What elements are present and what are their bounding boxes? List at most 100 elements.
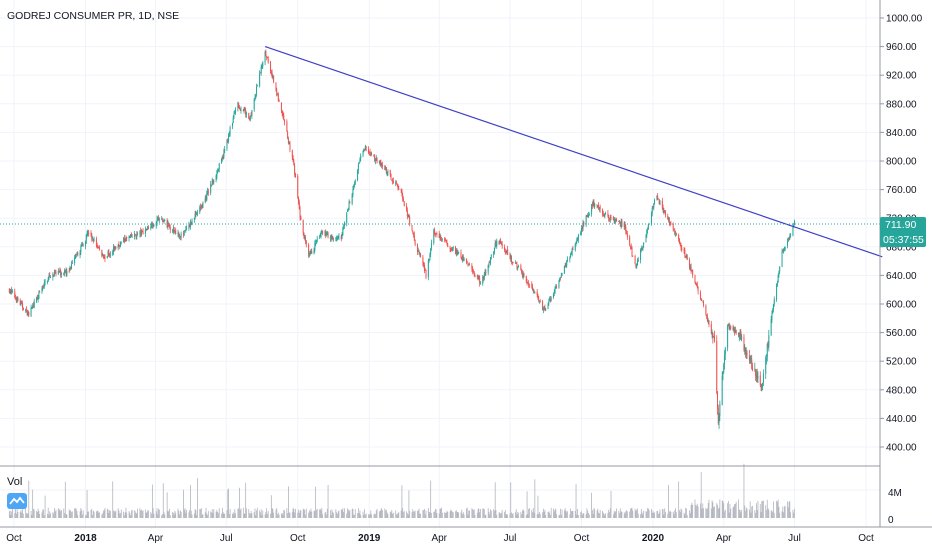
candle-body (444, 239, 446, 241)
volume-bar (75, 508, 76, 518)
candle-body (730, 326, 732, 329)
volume-bar (772, 512, 774, 518)
candle-body (260, 66, 262, 74)
candle-body (751, 359, 753, 369)
volume-bar (577, 515, 579, 518)
candle-body (343, 222, 345, 227)
volume-bar (485, 514, 487, 518)
volume-bar (210, 511, 212, 518)
volume-bar (81, 509, 83, 518)
volume-bar (228, 488, 229, 518)
volume-bar (428, 511, 430, 518)
volume-bar (30, 510, 32, 518)
volume-bar (429, 512, 431, 518)
volume-bar (743, 463, 745, 518)
volume-bar (90, 510, 92, 518)
volume-bar (109, 510, 111, 518)
candle-body (696, 283, 698, 286)
candle-body (231, 122, 233, 127)
volume-bar (87, 511, 89, 518)
volume-bar (461, 509, 463, 518)
candle-body (168, 225, 170, 227)
candle-body (297, 176, 299, 197)
candle-body (746, 353, 748, 355)
candle-body (790, 235, 792, 236)
volume-bar (735, 503, 736, 518)
volume-bar (616, 508, 617, 518)
volume-bar (259, 510, 261, 518)
candle-body (359, 158, 361, 163)
price-axis-tick: 520.00 (886, 357, 917, 368)
volume-bar (675, 508, 676, 518)
candle-body (510, 256, 512, 259)
volume-bar (686, 514, 688, 518)
candle-body (134, 234, 136, 236)
volume-bar (738, 499, 739, 518)
volume-bar (560, 514, 562, 518)
volume-bar (267, 513, 268, 518)
candle-body (49, 275, 51, 277)
candle-body (490, 257, 492, 264)
volume-bar (190, 485, 191, 518)
volume-bar (202, 513, 204, 518)
volume-bar (700, 503, 701, 518)
chart-title: GODREJ CONSUMER PR, 1D, NSE (7, 10, 179, 22)
candle-body (36, 297, 38, 299)
volume-bar (98, 512, 100, 518)
candle-body (583, 222, 585, 225)
candle-body (596, 204, 598, 206)
candle-body (336, 238, 338, 240)
trendline[interactable] (264, 46, 883, 258)
volume-bar (678, 481, 680, 518)
volume-bar (604, 515, 606, 518)
tradingview-logo-icon[interactable] (7, 493, 27, 509)
candle-body (118, 244, 120, 246)
volume-bar (275, 509, 277, 518)
volume-bar (38, 511, 40, 518)
candle-body (455, 247, 457, 255)
volume-bar (767, 508, 769, 518)
candle-body (565, 264, 567, 267)
volume-bar (460, 512, 462, 518)
volume-bar (612, 514, 614, 518)
volume-bar (594, 509, 596, 518)
volume-bar (341, 510, 343, 518)
candle-body (603, 214, 605, 217)
volume-bar (441, 507, 442, 518)
candle-body (37, 298, 39, 300)
volume-bar (717, 508, 719, 518)
bar-countdown: 05:37:55 (883, 234, 924, 246)
volume-bar (665, 511, 666, 518)
volume-bar (684, 514, 686, 518)
candle-body (664, 210, 666, 212)
volume-bar (455, 511, 456, 518)
candle-body (756, 373, 758, 379)
candle-body (441, 238, 443, 240)
candle-body (465, 258, 467, 262)
volume-bar (467, 514, 469, 518)
volume-bar (474, 514, 476, 518)
volume-bar (248, 509, 250, 518)
volume-bar (466, 508, 467, 518)
volume-bar (669, 510, 671, 518)
volume-bar (28, 480, 30, 518)
candle-body (396, 183, 398, 185)
candle-body (156, 218, 158, 224)
candle-body (754, 368, 756, 371)
volume-bar (347, 509, 349, 518)
volume-bar (494, 482, 496, 518)
volume-bar (752, 505, 753, 518)
candle-body (572, 249, 574, 250)
candle-body (423, 264, 425, 271)
time-axis[interactable]: Oct 2018 Apr Jul Oct 2019 Apr Jul Oct 2020 Apr Jul O… (6, 533, 874, 544)
candle-body (629, 236, 631, 246)
candle-body (123, 237, 125, 241)
candle-body (474, 275, 476, 277)
candle-body (515, 262, 517, 264)
last-price-tag[interactable]: 711.90 05:37:55 (880, 216, 926, 247)
candle-body (675, 233, 677, 235)
time-axis-tick: 2019 (358, 533, 381, 544)
volume-bar (382, 510, 383, 518)
candle-body (205, 197, 207, 200)
